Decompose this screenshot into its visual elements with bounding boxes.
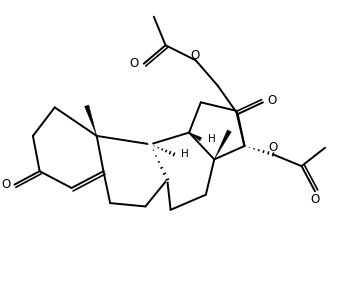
Polygon shape (214, 130, 231, 159)
Polygon shape (189, 133, 202, 141)
Text: O: O (310, 193, 320, 206)
Text: O: O (268, 94, 277, 107)
Text: O: O (268, 141, 278, 154)
Text: H: H (208, 134, 216, 144)
Text: O: O (190, 49, 200, 62)
Text: O: O (1, 178, 11, 191)
Polygon shape (85, 105, 97, 136)
Text: H: H (181, 150, 189, 159)
Text: O: O (130, 57, 139, 70)
